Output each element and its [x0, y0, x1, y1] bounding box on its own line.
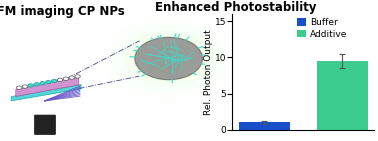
Legend: Buffer, Additive: Buffer, Additive	[296, 17, 349, 39]
FancyBboxPatch shape	[34, 115, 56, 135]
Text: TIRFM imaging CP NPs: TIRFM imaging CP NPs	[0, 5, 124, 18]
Circle shape	[16, 86, 22, 89]
Circle shape	[151, 47, 187, 70]
Circle shape	[135, 37, 203, 80]
Circle shape	[75, 75, 80, 78]
Circle shape	[63, 77, 68, 80]
Bar	[317, 61, 368, 130]
Circle shape	[133, 36, 204, 81]
Circle shape	[22, 85, 28, 88]
Circle shape	[57, 78, 63, 81]
Circle shape	[46, 80, 51, 84]
Circle shape	[69, 76, 74, 79]
Circle shape	[34, 83, 39, 86]
Y-axis label: Rel. Photon Output: Rel. Photon Output	[204, 29, 213, 115]
Circle shape	[51, 79, 57, 83]
Polygon shape	[11, 85, 81, 101]
Polygon shape	[16, 78, 79, 97]
Circle shape	[28, 84, 34, 87]
Circle shape	[40, 81, 45, 85]
Circle shape	[124, 30, 214, 87]
Bar	[239, 123, 290, 130]
Text: Enhanced Photostability: Enhanced Photostability	[155, 1, 316, 14]
Circle shape	[142, 42, 196, 75]
